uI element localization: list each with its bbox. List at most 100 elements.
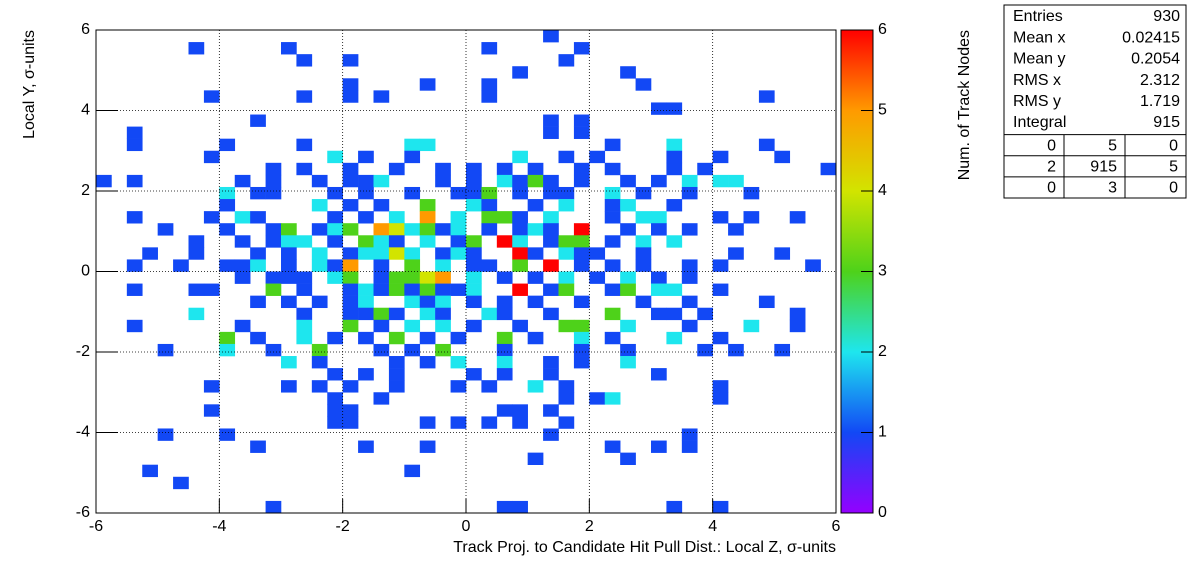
cell xyxy=(404,319,421,333)
cell xyxy=(296,283,313,296)
cell xyxy=(651,368,667,381)
cell xyxy=(373,343,390,357)
cell xyxy=(342,319,359,333)
cell xyxy=(573,42,590,55)
cell xyxy=(327,392,343,405)
cell xyxy=(743,211,760,224)
cell xyxy=(558,186,575,200)
cell xyxy=(265,174,282,188)
x-tick-label: 2 xyxy=(585,518,594,535)
cell xyxy=(281,235,297,248)
cell xyxy=(435,283,451,296)
cell xyxy=(666,500,683,514)
cell xyxy=(404,464,421,478)
cell xyxy=(203,283,220,296)
cell xyxy=(342,174,359,188)
cell xyxy=(311,343,328,357)
cell xyxy=(573,162,590,176)
cell xyxy=(404,283,421,296)
cell xyxy=(388,235,405,248)
cell xyxy=(296,235,313,248)
stats-label: Integral xyxy=(1013,114,1066,131)
cell xyxy=(419,416,436,429)
cell xyxy=(543,368,559,381)
stats-frame xyxy=(1003,4,1187,199)
cell xyxy=(250,259,266,272)
cell xyxy=(712,174,729,188)
cell xyxy=(404,343,421,357)
cell xyxy=(466,247,482,260)
cell xyxy=(404,138,421,152)
cell xyxy=(589,247,606,260)
cell xyxy=(789,307,806,321)
cell xyxy=(250,331,266,345)
cell xyxy=(728,247,744,260)
cell xyxy=(466,162,482,176)
cell xyxy=(558,416,575,429)
cell xyxy=(327,223,343,236)
cell xyxy=(789,211,806,224)
cell xyxy=(651,223,667,236)
cell xyxy=(327,186,343,200)
cell xyxy=(789,319,806,333)
cell xyxy=(373,392,390,405)
cell xyxy=(358,247,374,260)
cell xyxy=(388,283,405,296)
cell xyxy=(481,90,498,103)
cell xyxy=(203,404,220,417)
cell xyxy=(404,271,421,284)
cell xyxy=(419,235,436,248)
cell xyxy=(373,174,390,188)
cell xyxy=(558,54,575,67)
cell xyxy=(281,295,297,309)
cell xyxy=(527,162,544,176)
overflow-count: 915 xyxy=(1090,159,1117,176)
cell xyxy=(635,247,652,260)
cell xyxy=(496,162,513,176)
cell xyxy=(743,186,760,200)
cell xyxy=(697,343,713,357)
cell xyxy=(327,235,343,248)
cell xyxy=(450,247,467,260)
cell xyxy=(435,271,451,284)
cell xyxy=(604,392,621,405)
cell xyxy=(126,174,143,188)
cell xyxy=(681,319,698,333)
cell xyxy=(296,90,313,103)
cell xyxy=(265,500,282,514)
cell xyxy=(496,331,513,345)
cell xyxy=(342,259,359,272)
cell xyxy=(265,271,282,284)
cell xyxy=(666,331,683,345)
cell xyxy=(404,295,421,309)
cell xyxy=(373,271,390,284)
cell xyxy=(512,319,528,333)
cell xyxy=(358,440,374,453)
cell xyxy=(265,235,282,248)
cell xyxy=(388,380,405,393)
cell xyxy=(234,235,251,248)
cell xyxy=(327,331,343,345)
cell xyxy=(388,223,405,236)
cell xyxy=(250,247,266,260)
cell xyxy=(573,114,590,127)
y-tick-label: 2 xyxy=(81,182,90,199)
cell xyxy=(296,271,313,284)
cell xyxy=(651,174,667,188)
cell xyxy=(527,271,544,284)
cell xyxy=(635,235,652,248)
x-tick-label: -4 xyxy=(212,518,226,535)
cell xyxy=(681,271,698,284)
cell xyxy=(265,186,282,200)
cell xyxy=(342,78,359,91)
cell xyxy=(481,78,498,91)
cell xyxy=(512,259,528,272)
cell xyxy=(281,247,297,260)
cell xyxy=(496,307,513,321)
cell xyxy=(620,343,636,357)
cell xyxy=(527,452,544,465)
cell xyxy=(373,199,390,212)
cell xyxy=(712,150,729,164)
cell xyxy=(419,440,436,453)
cell xyxy=(620,223,636,236)
